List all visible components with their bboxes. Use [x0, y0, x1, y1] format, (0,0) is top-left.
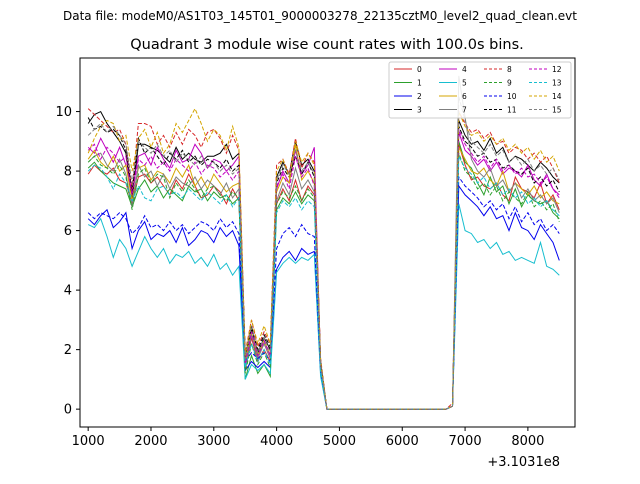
legend-label-4: 4: [462, 65, 467, 74]
x-tick-label: 2000: [134, 434, 167, 449]
legend-label-11: 11: [507, 106, 517, 115]
y-tick-label: 6: [64, 224, 72, 239]
legend-label-2: 2: [417, 92, 422, 101]
y-tick-label: 2: [64, 343, 72, 358]
legend-label-1: 1: [417, 79, 422, 88]
axes-frame: [79, 57, 576, 428]
x-tick-label: 4000: [260, 434, 293, 449]
x-offset-label: +3.1031e8: [487, 455, 560, 470]
legend-label-10: 10: [507, 92, 517, 101]
legend-label-12: 12: [552, 65, 562, 74]
x-tick-label: 7000: [449, 434, 482, 449]
y-tick-label: 8: [64, 165, 72, 180]
legend-label-6: 6: [462, 92, 467, 101]
legend-label-8: 8: [507, 65, 512, 74]
chart-title: Quadrant 3 module wise count rates with …: [130, 37, 524, 53]
x-tick-label: 5000: [323, 434, 356, 449]
plot-area: [87, 75, 560, 410]
legend-label-0: 0: [417, 65, 422, 74]
x-axis: 1000 2000 3000 4000 5000 6000 7000 8000: [72, 427, 544, 449]
legend-label-3: 3: [417, 106, 422, 115]
x-tick-label: 3000: [197, 434, 230, 449]
legend-label-7: 7: [462, 106, 467, 115]
series-line-13: [87, 154, 560, 410]
x-tick-label: 1000: [72, 434, 105, 449]
chart-suptitle: Data file: modeM0/AS1T03_145T01_90000032…: [63, 9, 577, 23]
y-tick-label: 10: [55, 105, 72, 120]
y-axis: 0 2 4 6 8 10: [55, 105, 80, 418]
series-line-15: [87, 96, 560, 410]
legend-label-5: 5: [462, 79, 467, 88]
x-tick-label: 6000: [386, 434, 419, 449]
legend-label-9: 9: [507, 79, 512, 88]
legend-box: [388, 61, 572, 119]
series-line-9: [87, 153, 560, 410]
x-tick-label: 8000: [511, 434, 544, 449]
y-tick-label: 0: [64, 403, 72, 418]
y-tick-label: 4: [64, 284, 72, 299]
legend-label-13: 13: [552, 79, 562, 88]
legend-label-15: 15: [552, 106, 562, 115]
legend-label-14: 14: [552, 92, 562, 101]
